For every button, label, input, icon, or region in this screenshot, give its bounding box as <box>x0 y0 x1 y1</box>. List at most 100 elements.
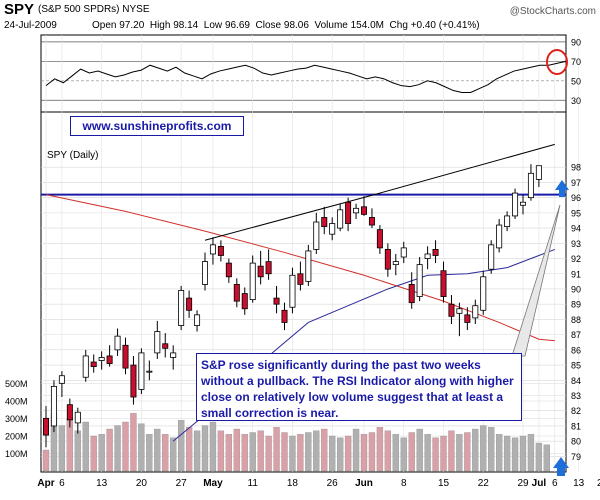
candle-body <box>440 270 447 297</box>
price-tick-label: 96 <box>571 193 581 203</box>
candle-body <box>122 344 129 369</box>
candle-body <box>456 308 463 314</box>
candle-body <box>201 261 208 285</box>
candle-body <box>424 253 431 259</box>
volume-bar <box>495 434 503 472</box>
candle-body <box>297 273 304 285</box>
volume-bar <box>313 430 320 472</box>
price-tick-label: 81 <box>571 421 581 431</box>
candle-body <box>114 335 121 351</box>
candle-body <box>472 305 479 319</box>
rsi-tick-label: 90 <box>571 37 581 47</box>
volume-bar <box>249 432 256 472</box>
annotation-note: S&P rose significantly during the past t… <box>196 353 522 421</box>
candle-body <box>360 206 367 215</box>
low-label: Low <box>203 20 223 31</box>
candle-body <box>98 357 105 361</box>
candle-body <box>130 364 137 398</box>
candle-body <box>106 355 113 364</box>
volume-bar <box>480 425 487 472</box>
price-tick-label: 94 <box>571 224 581 234</box>
series-label: SPY (Daily) <box>47 150 99 161</box>
volume-bar <box>170 437 177 472</box>
candle-body <box>432 249 439 256</box>
candle-body <box>448 303 455 317</box>
volume-bar <box>281 432 288 472</box>
x-tick-label: 13 <box>573 478 585 489</box>
volume-bar <box>543 444 550 472</box>
candle-body <box>249 262 256 301</box>
volume-bar <box>488 427 495 472</box>
candle-body <box>273 297 280 305</box>
volume-bar <box>297 434 304 472</box>
candle-body <box>400 247 407 258</box>
x-tick-label: 13 <box>96 478 108 489</box>
price-tick-label: 91 <box>571 269 581 279</box>
volume-bar <box>360 434 368 472</box>
price-tick-label: 95 <box>571 208 581 218</box>
volume-bar <box>321 428 328 472</box>
candle-body <box>233 284 240 302</box>
volume-bar <box>503 435 511 472</box>
volume-bar <box>408 432 415 472</box>
price-tick-label: 82 <box>571 406 581 416</box>
candle-body <box>488 244 495 270</box>
x-tick-label: May <box>203 478 223 489</box>
x-tick-label: 26 <box>327 478 339 489</box>
volume-bar <box>130 413 137 472</box>
candle-body <box>384 249 391 270</box>
chg-label: Chg <box>389 20 408 31</box>
arrow-up-volume-icon <box>553 457 569 476</box>
volume-bar <box>82 421 89 472</box>
x-tick-label: 11 <box>248 478 259 489</box>
volume-bar <box>535 442 543 472</box>
candle-body <box>408 284 415 304</box>
x-tick-label: 20 <box>136 478 148 489</box>
volume-bar <box>336 437 344 472</box>
candle-body <box>281 309 288 323</box>
price-tick-label: 90 <box>571 284 581 294</box>
volume-bar <box>209 421 217 472</box>
candle-body <box>353 207 360 214</box>
quote-date: 24-Jul-2009 <box>4 20 57 31</box>
x-tick-label: Jul <box>532 478 547 489</box>
volume-bar <box>58 425 66 472</box>
candle-body <box>50 385 57 427</box>
volume-bar <box>368 432 376 472</box>
volume-bar <box>305 432 312 472</box>
price-tick-label: 84 <box>571 376 581 386</box>
volume-tick-label: 200M <box>5 432 28 442</box>
volume-bar <box>233 428 240 472</box>
volume-tick-label: 400M <box>5 397 28 407</box>
high-value: 98.14 <box>173 20 199 31</box>
arrow-up-price-icon <box>555 180 569 197</box>
candle-body <box>520 201 527 206</box>
candle-body <box>392 261 399 266</box>
candle-body <box>170 352 177 358</box>
candle-body <box>241 293 248 310</box>
candle-body <box>289 274 296 308</box>
volume-bar <box>225 434 233 472</box>
rsi-line <box>45 60 567 93</box>
x-tick-label: 18 <box>287 478 299 489</box>
candle-body <box>512 192 519 217</box>
volume-bar <box>265 435 272 472</box>
volume-bar <box>154 428 161 472</box>
volume-bar <box>106 428 113 472</box>
volume-bar <box>42 449 50 472</box>
volume-bar <box>217 430 225 472</box>
candle-body <box>504 215 511 227</box>
candle-body <box>74 411 81 424</box>
volume-bar <box>114 425 121 472</box>
open-label: Open <box>92 20 117 31</box>
volume-bar <box>527 434 535 472</box>
volume-bar <box>400 437 407 472</box>
volume-bar <box>98 434 105 472</box>
volume-bar <box>122 421 129 472</box>
candle-body <box>329 223 336 235</box>
candle-body <box>90 361 97 367</box>
volume-bar <box>162 434 169 472</box>
price-tick-label: 83 <box>571 391 581 401</box>
volume-bar <box>352 428 360 472</box>
